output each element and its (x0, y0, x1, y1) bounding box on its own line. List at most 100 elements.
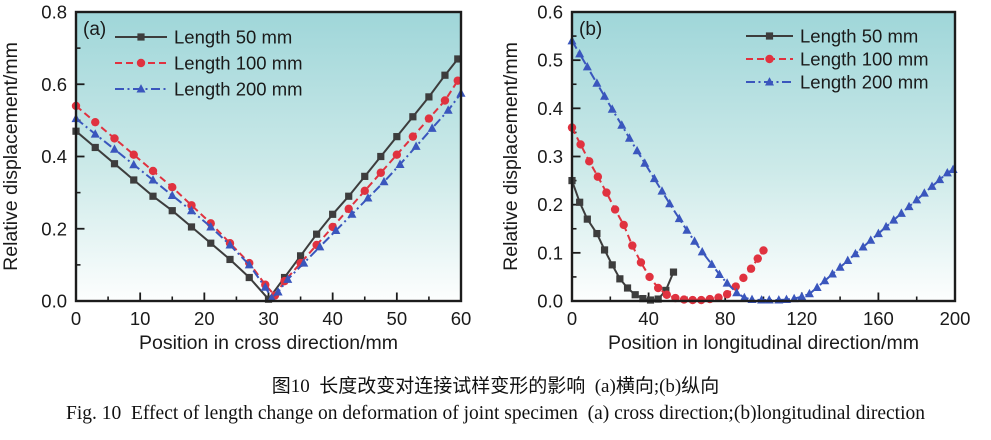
x-tick-label: 20 (194, 308, 215, 329)
series-marker-length-50 (207, 239, 215, 247)
series-marker-length-100 (91, 117, 100, 127)
series-marker-length-200 (827, 269, 837, 278)
series-marker-length-200 (640, 158, 650, 167)
series-marker-length-50 (329, 210, 337, 218)
series-marker-length-50 (168, 207, 176, 215)
series-marker-length-200 (714, 269, 724, 279)
y-tick-label: 0.0 (537, 291, 563, 312)
series-marker-length-100 (619, 220, 628, 230)
x-tick-label: 50 (387, 308, 408, 329)
x-axis-title: Position in longitudinal direction/mm (608, 332, 919, 354)
legend-label-length-50: Length 50 mm (174, 27, 292, 48)
series-marker-length-200 (820, 275, 830, 285)
series-marker-length-100 (129, 150, 138, 159)
series-marker-length-50 (576, 198, 584, 206)
series-marker-length-200 (904, 201, 914, 211)
panel-label: (a) (83, 19, 106, 40)
series-marker-length-100 (585, 157, 594, 166)
series-marker-length-200 (90, 129, 100, 138)
series-marker-length-100 (360, 186, 369, 196)
series-marker-length-200 (347, 209, 357, 218)
series-marker-length-200 (187, 205, 196, 215)
series-marker-length-50 (654, 295, 662, 303)
series-marker-length-200 (299, 258, 309, 267)
series-marker-length-200 (624, 133, 634, 142)
series-marker-length-200 (225, 240, 235, 249)
series-marker-length-50 (393, 133, 401, 141)
y-tick-label: 0.4 (41, 146, 67, 167)
series-marker-length-200 (889, 215, 899, 224)
series-marker-length-200 (843, 255, 853, 265)
series-marker-length-50 (631, 291, 639, 299)
series-marker-length-200 (812, 282, 822, 292)
series-marker-length-100 (739, 273, 748, 283)
x-tick-label: 10 (130, 308, 151, 329)
series-marker-length-200 (707, 259, 717, 268)
legend-label-length-50: Length 50 mm (800, 26, 918, 47)
plot-frame (74, 10, 463, 303)
series-marker-length-200 (649, 173, 659, 183)
series-marker-length-200 (260, 282, 270, 291)
series-marker-length-100 (408, 132, 418, 141)
legend-label-length-100: Length 100 mm (800, 49, 929, 70)
series-marker-length-200 (379, 176, 389, 186)
series-marker-length-100 (168, 183, 177, 192)
series-marker-length-100 (602, 188, 611, 197)
series-marker-length-200 (739, 292, 749, 302)
x-tick-label: 0 (71, 308, 81, 329)
legend-marker-length-100 (136, 58, 146, 68)
series-marker-length-200 (835, 262, 845, 271)
legend-marker-length-200 (136, 84, 146, 93)
series-marker-length-100 (610, 205, 620, 214)
series-marker-length-200 (804, 288, 814, 298)
series-marker-length-200 (690, 236, 700, 245)
series-marker-length-50 (345, 192, 353, 200)
series-marker-length-200 (866, 235, 876, 244)
series-marker-length-50 (669, 268, 678, 276)
series-marker-length-50 (264, 295, 273, 303)
series-marker-length-50 (91, 143, 99, 152)
series-marker-length-200 (129, 159, 139, 169)
series-marker-length-200 (273, 287, 283, 296)
legend-marker-length-100 (765, 54, 774, 64)
series-marker-length-200 (331, 225, 341, 235)
series-marker-length-50 (130, 176, 138, 184)
series-marker-length-200 (443, 105, 453, 114)
chart-a-cross-direction: 0 10 20 30 40 50 60 0.0 0.2 0.4 0.6 0.8 (a) Length 50… (0, 2, 471, 355)
series-marker-length-100 (440, 96, 450, 105)
series-marker-length-200 (395, 159, 405, 168)
series-marker-length-200 (797, 291, 807, 301)
series-marker-length-200 (674, 213, 684, 223)
series-marker-length-200 (732, 287, 742, 297)
series-marker-length-50 (616, 275, 624, 283)
series-marker-length-100 (424, 114, 434, 123)
series-marker-length-50 (226, 255, 234, 264)
series-marker-length-50 (583, 215, 591, 223)
series-marker-length-100 (636, 258, 646, 267)
series-marker-length-200 (363, 193, 373, 202)
series-marker-length-200 (427, 123, 437, 132)
x-tick-label: 0 (567, 308, 577, 329)
series-marker-length-200 (927, 181, 937, 190)
legend-label-length-100: Length 100 mm (174, 53, 303, 74)
series-marker-length-200 (267, 293, 277, 302)
y-tick-label: 0.4 (537, 98, 563, 119)
series-marker-length-50 (377, 152, 385, 161)
series-marker-length-50 (245, 273, 253, 282)
y-tick-label: 0.2 (537, 194, 563, 215)
y-tick-label: 0.3 (537, 146, 563, 167)
legend-label-length-200: Length 200 mm (800, 72, 929, 93)
series-marker-length-200 (148, 175, 158, 184)
series-marker-length-50 (187, 223, 196, 231)
series-marker-length-200 (244, 259, 254, 269)
series-marker-length-200 (592, 78, 602, 87)
y-tick-label: 0.1 (537, 242, 563, 263)
caption-english: Fig. 10 Effect of length change on defor… (65, 403, 926, 424)
series-marker-length-50 (623, 284, 632, 292)
series-marker-length-200 (896, 208, 906, 217)
series-marker-length-100 (714, 293, 723, 302)
series-marker-length-200 (582, 62, 592, 71)
legend-marker-length-50 (137, 33, 145, 41)
y-tick-label: 0.6 (537, 2, 563, 23)
x-tick-label: 200 (940, 308, 971, 329)
